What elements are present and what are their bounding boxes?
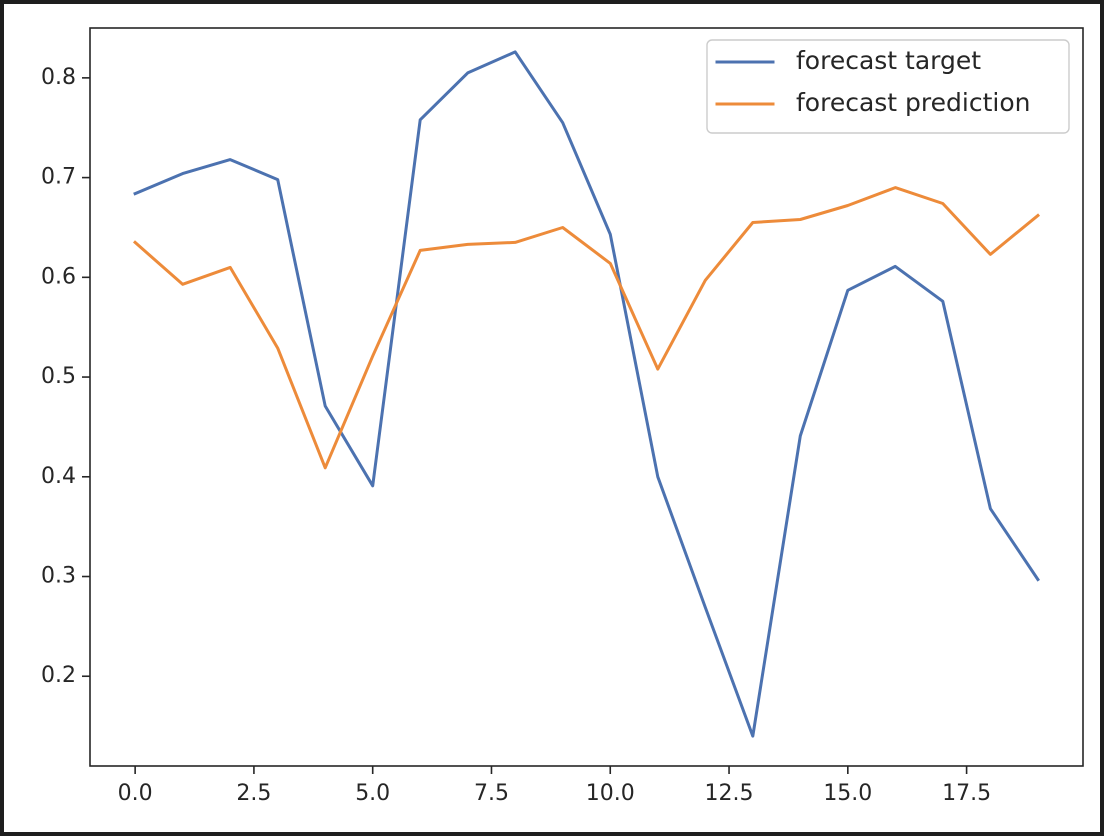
x-tick-label: 17.5 bbox=[942, 781, 991, 806]
legend-box bbox=[706, 39, 1070, 134]
x-axis: 0.0 2.5 5.0 7.5 10.0 12.5 15.0 17.5 bbox=[118, 766, 991, 806]
legend: forecast target forecast prediction bbox=[706, 39, 1070, 134]
series-line-forecast-prediction bbox=[132, 186, 1041, 470]
y-tick-label: 0.3 bbox=[41, 564, 76, 589]
y-tick-label: 0.5 bbox=[41, 364, 76, 389]
legend-label-forecast-prediction: forecast prediction bbox=[796, 88, 1030, 117]
plot-area-frame bbox=[89, 27, 1084, 767]
x-tick-label: 12.5 bbox=[705, 781, 754, 806]
legend-label-forecast-target: forecast target bbox=[796, 46, 981, 75]
x-tick-label: 15.0 bbox=[823, 781, 872, 806]
y-tick-label: 0.6 bbox=[41, 264, 76, 289]
y-tick-label: 0.2 bbox=[41, 663, 76, 688]
y-axis: 0.2 0.3 0.4 0.5 0.6 0.7 0.8 bbox=[41, 65, 90, 688]
x-tick-label: 0.0 bbox=[118, 781, 153, 806]
series-line-forecast-target bbox=[133, 50, 1040, 738]
x-tick-label: 2.5 bbox=[236, 781, 271, 806]
x-tick-label: 7.5 bbox=[474, 781, 509, 806]
x-tick-label: 10.0 bbox=[586, 781, 635, 806]
y-tick-label: 0.7 bbox=[41, 165, 76, 190]
series-layer bbox=[132, 50, 1041, 738]
line-chart: 0.0 2.5 5.0 7.5 10.0 12.5 15.0 17.5 0.20.30.40.… bbox=[41, 27, 1084, 806]
y-tick-label: 0.4 bbox=[41, 464, 76, 489]
y-tick-label: 0.8 bbox=[41, 65, 76, 90]
chart-figure: 0.0 2.5 5.0 7.5 10.0 12.5 15.0 17.5 0.2 0.3 0.4 0.… bbox=[4, 4, 1100, 832]
x-tick-label: 5.0 bbox=[355, 781, 390, 806]
